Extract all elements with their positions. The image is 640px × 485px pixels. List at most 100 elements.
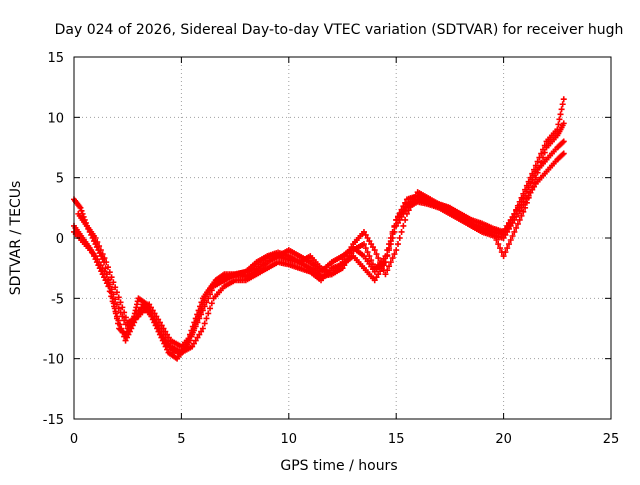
data-point (380, 262, 387, 269)
data-point (96, 243, 103, 250)
data-point (110, 279, 117, 286)
data-point (119, 304, 126, 311)
data-point (382, 253, 389, 260)
data-point (115, 294, 122, 301)
data-point (531, 183, 538, 190)
data-point (556, 116, 563, 123)
data-point (560, 96, 567, 103)
y-tick-label: 15 (47, 51, 64, 66)
data-series (71, 150, 567, 356)
data-point (189, 343, 196, 350)
data-point (115, 305, 122, 312)
data-point (105, 264, 112, 271)
data-point (122, 314, 129, 321)
data-point (91, 238, 98, 245)
data-point (199, 325, 206, 332)
data-point (384, 247, 391, 254)
data-point (389, 228, 396, 235)
data-point (207, 305, 214, 312)
data-point (103, 280, 110, 287)
data-point (196, 331, 203, 338)
data-series (75, 138, 567, 350)
data-point (123, 334, 130, 341)
data-point (121, 309, 128, 316)
x-tick-label: 25 (603, 432, 620, 447)
y-tick-label: -15 (43, 413, 64, 428)
data-point (507, 217, 514, 224)
data-point (360, 241, 367, 248)
data-point (402, 216, 409, 223)
data-point (375, 271, 382, 278)
data-point (78, 207, 85, 214)
data-point (505, 241, 512, 248)
data-point (534, 158, 541, 165)
data-point (103, 259, 110, 266)
data-point (94, 239, 101, 246)
data-point (113, 289, 120, 296)
data-point (378, 265, 385, 272)
data-point (113, 301, 120, 308)
data-point (192, 337, 199, 344)
data-point (110, 291, 117, 298)
data-point (497, 245, 504, 252)
data-point (541, 149, 548, 156)
data-point (511, 210, 518, 217)
data-point (190, 327, 197, 334)
x-tick-label: 0 (70, 432, 78, 447)
data-point (101, 268, 108, 275)
y-tick-label: 0 (56, 232, 64, 247)
data-point (118, 325, 125, 332)
data-point (97, 247, 104, 254)
data-point (101, 255, 108, 262)
x-axis-label: GPS time / hours (280, 458, 397, 474)
data-point (523, 188, 530, 195)
data-point (387, 235, 394, 241)
data-point (527, 189, 534, 196)
x-tick-label: 20 (495, 432, 512, 447)
data-point (505, 221, 512, 228)
data-point (190, 340, 197, 347)
data-point (507, 237, 514, 244)
data-point (106, 269, 113, 276)
data-point (116, 321, 123, 328)
y-axis-label: SDTVAR / TECUs (8, 181, 24, 296)
data-point (504, 224, 511, 231)
data-point (514, 220, 521, 227)
data-point (509, 214, 516, 221)
x-tick-label: 5 (177, 432, 185, 447)
data-point (112, 296, 119, 303)
data-point (126, 328, 133, 335)
data-point (362, 231, 369, 238)
data-point (559, 101, 566, 108)
data-point (500, 231, 507, 238)
data-point (208, 300, 215, 307)
y-tick-labels: -15 -10 -5 0 5 10 15 (43, 51, 64, 428)
data-point (375, 255, 382, 262)
data-point (121, 317, 128, 324)
data-point (153, 313, 160, 320)
data-point (199, 307, 206, 314)
data-point (108, 286, 115, 293)
data-point (369, 244, 376, 251)
data-point (124, 325, 131, 332)
data-point (203, 299, 210, 306)
data-point (77, 204, 84, 211)
axis-ticks (73, 56, 612, 420)
data-point (164, 346, 171, 353)
data-point (112, 308, 119, 315)
data-point (165, 340, 172, 347)
data-point (382, 271, 389, 278)
data-point (119, 329, 126, 336)
data-point (96, 250, 103, 257)
data-point (121, 333, 128, 340)
data-point (189, 331, 196, 338)
data-point (560, 138, 567, 145)
data-point (393, 247, 400, 254)
data-point (373, 251, 380, 258)
data-point (205, 310, 212, 317)
data-point (165, 334, 172, 341)
data-point (192, 323, 199, 330)
data-point (156, 319, 163, 326)
